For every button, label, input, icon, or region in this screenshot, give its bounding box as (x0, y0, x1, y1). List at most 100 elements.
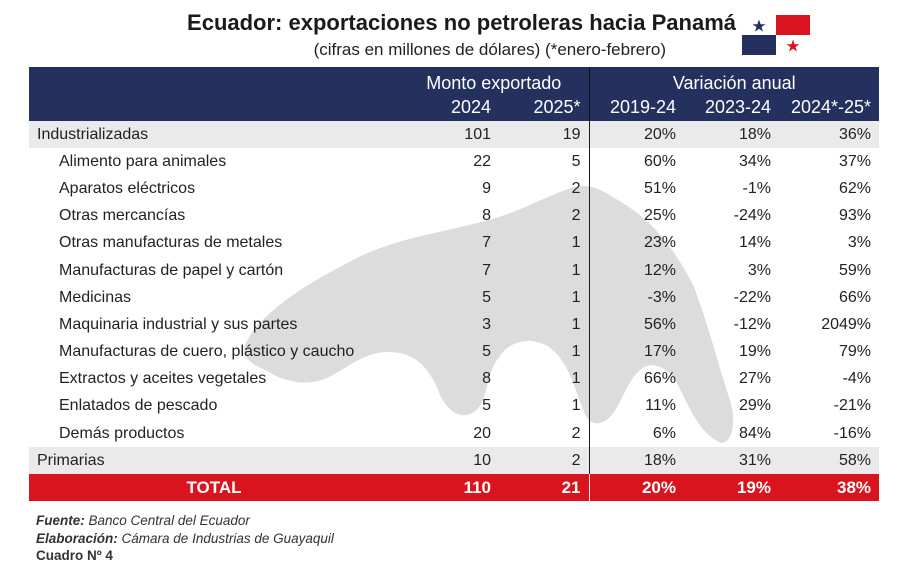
row-var-2023-24: 3% (747, 261, 771, 279)
elaboration-value: Cámara de Industrias de Guayaquil (121, 530, 334, 546)
row-var-2019-24: 66% (588, 365, 684, 393)
table-row: Otras manufacturas de metales 7 1 23% 14… (29, 229, 879, 257)
row-value-2025: 19 (499, 121, 589, 149)
row-name: Maquinaria industrial y sus partes (59, 315, 298, 333)
row-value-2025: 1 (571, 234, 581, 252)
row-var-2019-24: 18% (588, 447, 684, 475)
row-name: Medicinas (59, 288, 132, 306)
row-name: Extractos y aceites vegetales (59, 370, 267, 388)
row-var-2024-25: 3% (847, 234, 872, 252)
header-group-variacion: Variación anual (588, 67, 880, 94)
row-value-2025: 2 (499, 447, 589, 475)
row-name: Alimento para animales (59, 152, 227, 170)
table-row: Demás productos 20 2 6% 84% -16% (29, 420, 879, 448)
header-col-2024: 2024 (399, 94, 499, 121)
row-var-2019-24: 51% (588, 175, 684, 203)
row-value-2024: 8 (482, 207, 491, 225)
page-title: Ecuador: exportaciones no petroleras hac… (187, 10, 736, 35)
row-var-2024-25: 79% (838, 343, 872, 361)
row-var-2019-24: 25% (588, 202, 684, 230)
row-value-2025: 2 (571, 179, 581, 197)
row-var-2024-25: 2049% (821, 315, 872, 333)
row-var-2024-25: 58% (779, 447, 880, 475)
row-var-2019-24: -3% (588, 284, 684, 312)
row-var-2024-25: 93% (838, 207, 872, 225)
panama-flag-icon (742, 15, 810, 55)
table-row: Extractos y aceites vegetales 8 1 66% 27… (29, 365, 879, 393)
table-row: Manufacturas de cuero, plástico y caucho… (29, 338, 879, 366)
row-var-2024-25: 66% (838, 288, 872, 306)
row-value-2025: 1 (571, 261, 581, 279)
row-var-2023-24: -22% (733, 288, 771, 306)
table-number: Cuadro Nº 4 (36, 548, 113, 563)
row-var-2023-24: 27% (738, 370, 771, 388)
row-var-2024-25: -21% (833, 397, 872, 415)
blue-star-icon (752, 19, 766, 32)
source-value: Banco Central del Ecuador (88, 513, 250, 528)
table-row: Primarias 10 2 18% 31% 58% (29, 447, 880, 475)
row-value-2025: 1 (571, 315, 581, 333)
row-value-2024: 9 (482, 179, 491, 197)
row-name: Primarias (29, 447, 399, 475)
row-var-2019-24: 6% (588, 420, 684, 448)
row-value-2024: 8 (482, 370, 491, 388)
row-var-2024-25: 59% (838, 261, 872, 279)
row-name: Aparatos eléctricos (59, 179, 196, 197)
row-name: Manufacturas de papel y cartón (59, 261, 284, 279)
total-label: TOTAL (29, 474, 399, 502)
exports-table: Monto exportado Variación anual 2024 202… (29, 67, 880, 502)
exports-table-container: Monto exportado Variación anual 2024 202… (29, 67, 880, 502)
row-value-2025: 2 (571, 207, 581, 225)
row-value-2024: 5 (482, 397, 491, 415)
row-var-2023-24: 18% (684, 121, 779, 149)
row-value-2024: 20 (473, 424, 491, 442)
row-var-2023-24: -24% (733, 207, 771, 225)
row-var-2019-24: 60% (588, 148, 684, 176)
table-row: Alimento para animales 22 5 60% 34% 37% (29, 148, 879, 176)
table-row: Otras mercancías 8 2 25% -24% 93% (29, 202, 879, 230)
row-var-2024-25: 36% (779, 121, 880, 149)
elaboration-line: Elaboración: Cámara de Industrias de Gua… (36, 530, 334, 548)
row-var-2019-24: 12% (588, 256, 684, 285)
row-name: Otras manufacturas de metales (59, 234, 283, 252)
red-star-icon (786, 39, 800, 52)
row-var-2023-24: 84% (738, 424, 771, 442)
row-value-2025: 1 (571, 288, 581, 306)
row-var-2023-24: -12% (733, 315, 771, 333)
row-value-2025: 2 (571, 424, 581, 442)
row-value-2025: 1 (571, 343, 581, 361)
table-row: Manufacturas de papel y cartón 7 1 12% 3… (29, 256, 879, 285)
total-value-2024: 110 (399, 474, 499, 502)
header-col-2025: 2025* (499, 94, 589, 121)
row-value-2024: 5 (482, 343, 491, 361)
row-var-2019-24: 17% (588, 338, 684, 366)
row-var-2024-25: -4% (842, 370, 872, 388)
row-name: Industrializadas (29, 121, 399, 149)
row-var-2023-24: 31% (684, 447, 779, 475)
row-var-2024-25: 37% (838, 152, 872, 170)
row-var-2024-25: -16% (833, 424, 872, 442)
row-name: Enlatados de pescado (59, 397, 218, 415)
row-name: Demás productos (59, 424, 185, 442)
total-var-2024-25: 38% (779, 474, 880, 502)
row-value-2024: 3 (482, 315, 491, 333)
header-group-monto: Monto exportado (399, 67, 589, 94)
row-var-2024-25: 62% (838, 179, 872, 197)
total-value-2025: 21 (499, 474, 589, 502)
total-var-2019-24: 20% (588, 474, 684, 502)
page-subtitle: (cifras en millones de dólares) (*enero-… (313, 40, 666, 59)
row-var-2019-24: 20% (588, 121, 684, 149)
table-row: Maquinaria industrial y sus partes 3 1 5… (29, 311, 879, 339)
table-row: Enlatados de pescado 5 1 11% 29% -21% (29, 392, 879, 421)
row-value-2024: 22 (473, 152, 491, 170)
row-value-2024: 7 (482, 234, 491, 252)
elaboration-label: Elaboración: (36, 530, 118, 546)
row-var-2019-24: 23% (588, 229, 684, 257)
header-empty (29, 67, 399, 94)
total-row: TOTAL 110 21 20% 19% 38% (29, 474, 880, 502)
row-var-2019-24: 11% (588, 392, 684, 421)
row-var-2019-24: 56% (588, 311, 684, 339)
row-value-2024: 7 (482, 261, 491, 279)
table-row: Aparatos eléctricos 9 2 51% -1% 62% (29, 175, 879, 203)
row-var-2023-24: 29% (738, 397, 771, 415)
